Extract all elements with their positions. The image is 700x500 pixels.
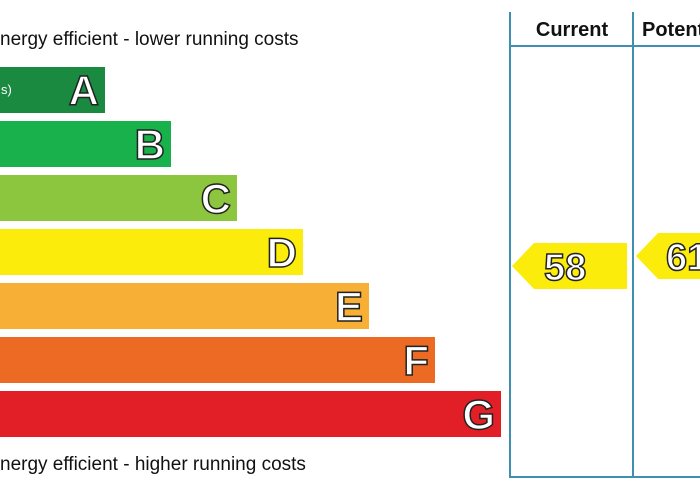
- bottom-border: [509, 476, 700, 478]
- potential-column-header: Potent: [642, 19, 700, 41]
- potential-arrow-shape: [636, 233, 700, 279]
- band-f-letter: F: [403, 336, 430, 385]
- potential-rating-value: 61: [665, 236, 700, 279]
- current-arrow-shape: [512, 243, 627, 289]
- band-c-letter: C: [200, 174, 232, 223]
- band-b-letter: B: [134, 120, 166, 169]
- bottom-caption: nergy efficient - higher running costs: [0, 454, 306, 475]
- band-d-letter: D: [266, 228, 298, 277]
- current-column-header: Current: [535, 19, 609, 41]
- band-g-letter: G: [462, 390, 496, 439]
- band-g: G: [0, 390, 501, 439]
- header-divider: [509, 45, 700, 47]
- band-a: s) A: [0, 66, 105, 115]
- band-a-letter: A: [68, 66, 100, 115]
- band-b: B: [0, 120, 171, 169]
- top-caption: nergy efficient - lower running costs: [0, 29, 299, 50]
- potential-rating-arrow: 61: [636, 233, 700, 279]
- band-a-score-range: s): [1, 82, 12, 97]
- current-rating-arrow: 58: [512, 243, 627, 290]
- band-e-letter: E: [334, 282, 364, 331]
- current-rating-value: 58: [543, 246, 587, 290]
- band-f: F: [0, 336, 435, 385]
- current-column-left-border: [509, 12, 511, 478]
- band-e: E: [0, 282, 369, 331]
- band-c: C: [0, 174, 237, 223]
- band-d: D: [0, 228, 303, 277]
- potential-column-left-border: [632, 12, 634, 478]
